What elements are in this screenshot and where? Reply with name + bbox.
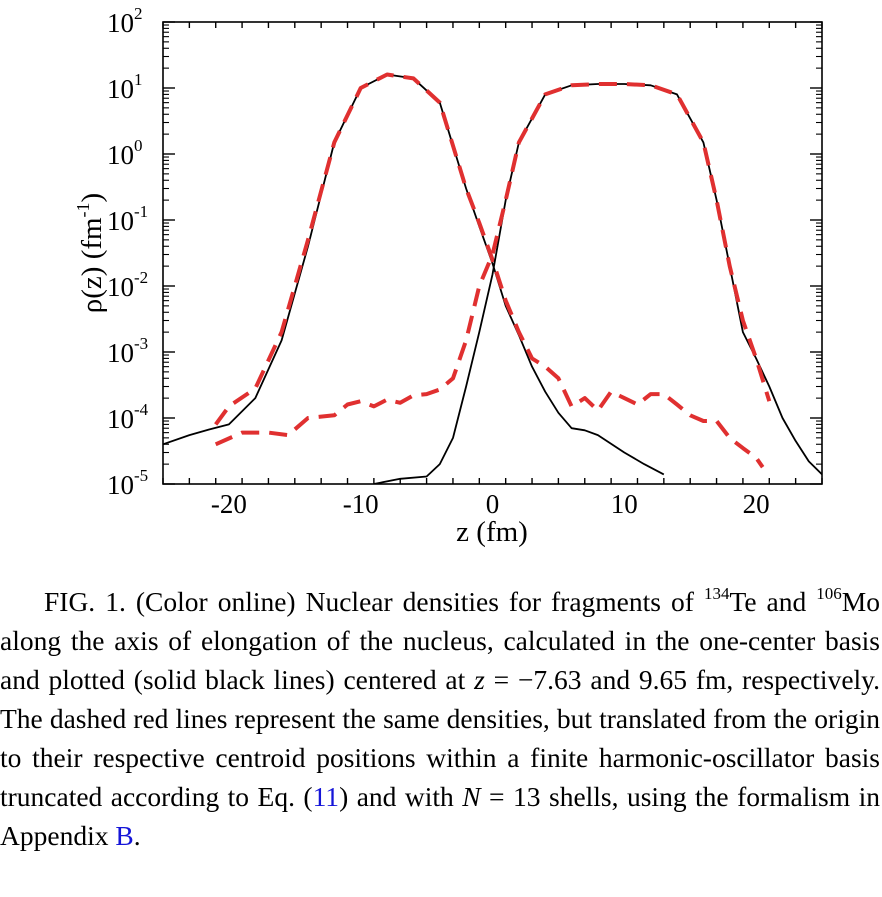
caption-text-1: (Color online) Nuclear densities for fra… <box>125 586 704 617</box>
y-tick-label-2: 102 <box>107 4 143 38</box>
plot-frame <box>162 21 823 485</box>
x-tick-label-10: 10 <box>611 489 638 519</box>
z-symbol: z <box>474 664 485 695</box>
y-axis-label-exp: -1 <box>73 202 93 217</box>
density-figure: -20 -10 0 10 20 102 101 100 10-1 10-2 10-3 10-4 10-5… <box>73 4 823 548</box>
y-tick-label-0: 100 <box>107 136 143 170</box>
y-tick-label--1: 10-1 <box>107 202 148 236</box>
caption-text-6: = 13 shells, using the formalism in Appe… <box>0 781 880 851</box>
series-line-4-dashed <box>214 82 772 447</box>
labels-layer: -20 -10 0 10 20 102 101 100 10-1 10-2 10-3 10-4 10-5 <box>107 4 770 519</box>
caption-text-2: and <box>756 586 817 617</box>
series-layer <box>163 72 822 484</box>
equation-link[interactable]: 11 <box>312 781 340 812</box>
x-axis-label: z (fm) <box>456 516 528 548</box>
x-tick-label-0: 0 <box>486 489 500 519</box>
y-axis-label: ρ(z) (fm-1) <box>73 193 108 313</box>
y-tick-label--2: 10-2 <box>107 268 148 302</box>
y-tick-label--5: 10-5 <box>107 466 148 500</box>
series-line-1-solid <box>163 73 665 476</box>
x-tick-label-20: 20 <box>743 489 770 519</box>
x-tick-label--20: -20 <box>211 489 247 519</box>
y-axis-label-close: ) <box>76 193 108 203</box>
figure-caption: FIG. 1. (Color online) Nuclear densities… <box>0 582 880 855</box>
x-tick-label--10: -10 <box>343 489 379 519</box>
caption-text-7: . <box>133 820 141 851</box>
caption-text-4: = −7.63 and 9.65 fm, respectively. The d… <box>0 664 881 812</box>
n-symbol: N <box>462 781 481 812</box>
y-tick-label--4: 10-4 <box>107 400 149 434</box>
isotope-mo-mass: 106 <box>816 584 842 603</box>
series-line-3-solid <box>373 83 822 484</box>
y-tick-label-1: 101 <box>107 70 143 104</box>
ticks-layer <box>162 21 823 485</box>
caption-paragraph: FIG. 1. (Color online) Nuclear densities… <box>0 582 880 855</box>
appendix-link[interactable]: B <box>115 820 134 851</box>
fig-label: FIG. 1. <box>44 586 126 617</box>
isotope-mo-element: Mo <box>841 586 880 617</box>
isotope-te-element: Te <box>729 586 757 617</box>
series-line-2-dashed <box>214 72 765 469</box>
y-tick-label--3: 10-3 <box>107 334 148 368</box>
isotope-te-mass: 134 <box>703 584 730 603</box>
caption-text-5: ) and with <box>339 781 463 812</box>
y-axis-label-main: ρ(z) (fm <box>76 217 108 313</box>
caption-text-3: along the axis of elongation of the nucl… <box>0 625 880 695</box>
